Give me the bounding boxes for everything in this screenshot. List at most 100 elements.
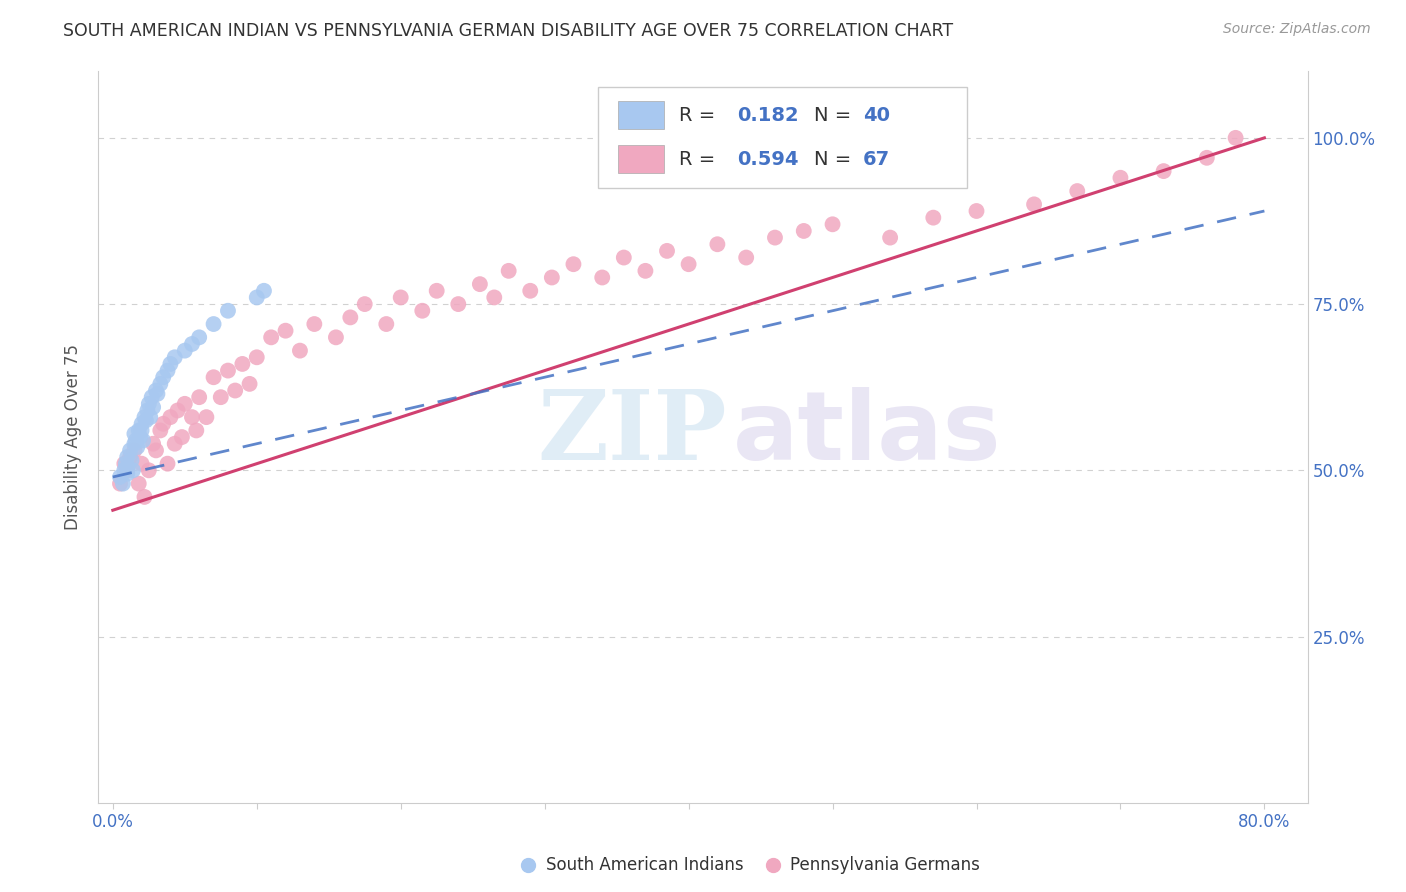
Point (173, 343, 195, 358)
Point (112, 463, 135, 477)
Point (115, 460, 138, 475)
Point (124, 426, 146, 441)
Text: SOUTH AMERICAN INDIAN VS PENNSYLVANIA GERMAN DISABILITY AGE OVER 75 CORRELATION : SOUTH AMERICAN INDIAN VS PENNSYLVANIA GE… (63, 22, 953, 40)
Point (1109, 170, 1132, 185)
Point (145, 384, 167, 398)
Point (124, 443, 146, 458)
Point (145, 443, 167, 458)
Point (121, 453, 143, 467)
Point (498, 264, 520, 278)
Point (735, 251, 758, 265)
Point (124, 436, 146, 450)
Text: Source: ZipAtlas.com: Source: ZipAtlas.com (1223, 22, 1371, 37)
Point (231, 357, 253, 371)
Point (159, 357, 181, 371)
Point (763, 230, 786, 244)
Point (132, 434, 155, 448)
Point (152, 417, 174, 431)
Point (655, 244, 678, 258)
Point (159, 410, 181, 425)
FancyBboxPatch shape (619, 102, 664, 129)
Text: South American Indians: South American Indians (546, 856, 744, 874)
Point (188, 390, 211, 404)
Point (879, 230, 901, 244)
Point (1022, 197, 1045, 211)
Point (540, 270, 562, 285)
Text: 40: 40 (863, 106, 890, 125)
Point (129, 430, 152, 444)
Point (131, 417, 153, 431)
FancyBboxPatch shape (598, 87, 966, 188)
Point (181, 410, 204, 425)
Point (120, 443, 142, 458)
Point (1153, 164, 1175, 178)
Point (141, 390, 163, 404)
Point (156, 457, 179, 471)
Point (170, 430, 193, 444)
Point (447, 297, 470, 311)
Point (152, 370, 174, 384)
Text: atlas: atlas (734, 387, 1002, 480)
Point (246, 351, 269, 365)
Point (136, 403, 159, 417)
Point (142, 400, 165, 414)
Point (115, 463, 138, 477)
Point (108, 476, 131, 491)
Y-axis label: Disability Age Over 75: Disability Age Over 75 (65, 344, 83, 530)
Point (188, 330, 211, 344)
Point (134, 490, 156, 504)
Point (131, 424, 153, 438)
Point (793, 224, 815, 238)
Point (122, 463, 145, 477)
Point (634, 264, 657, 278)
Point (156, 363, 179, 377)
Point (112, 457, 135, 471)
Point (128, 424, 150, 438)
Point (135, 413, 157, 427)
Point (120, 450, 142, 464)
Point (1195, 151, 1218, 165)
Point (519, 284, 541, 298)
Text: 0.182: 0.182 (737, 106, 799, 125)
Point (127, 440, 149, 454)
Point (253, 284, 276, 298)
Point (128, 476, 150, 491)
Point (325, 330, 347, 344)
Text: Pennsylvania Germans: Pennsylvania Germans (790, 856, 980, 874)
Point (149, 376, 172, 391)
Point (339, 310, 361, 325)
Text: 0.594: 0.594 (737, 150, 799, 169)
Text: ZIP: ZIP (537, 386, 727, 481)
Point (139, 410, 162, 425)
Point (821, 217, 844, 231)
Point (562, 257, 585, 271)
Point (966, 204, 988, 219)
Point (922, 211, 945, 225)
Point (149, 424, 172, 438)
FancyBboxPatch shape (619, 145, 664, 174)
Point (163, 351, 186, 365)
Point (591, 270, 613, 285)
Point (142, 436, 165, 450)
Text: 67: 67 (863, 150, 890, 169)
Point (166, 403, 188, 417)
Point (217, 363, 239, 377)
Point (246, 290, 269, 304)
Point (484, 290, 506, 304)
Point (163, 436, 186, 450)
Point (115, 450, 138, 464)
Point (426, 284, 449, 298)
Point (274, 324, 297, 338)
Point (1225, 131, 1247, 145)
Point (217, 303, 239, 318)
Point (224, 384, 246, 398)
Point (115, 467, 138, 481)
Point (613, 852, 636, 866)
Point (173, 397, 195, 411)
Text: R =: R = (679, 150, 721, 169)
Point (239, 376, 262, 391)
Point (108, 470, 131, 484)
Point (138, 463, 160, 477)
Point (146, 387, 169, 401)
Point (1066, 184, 1088, 198)
